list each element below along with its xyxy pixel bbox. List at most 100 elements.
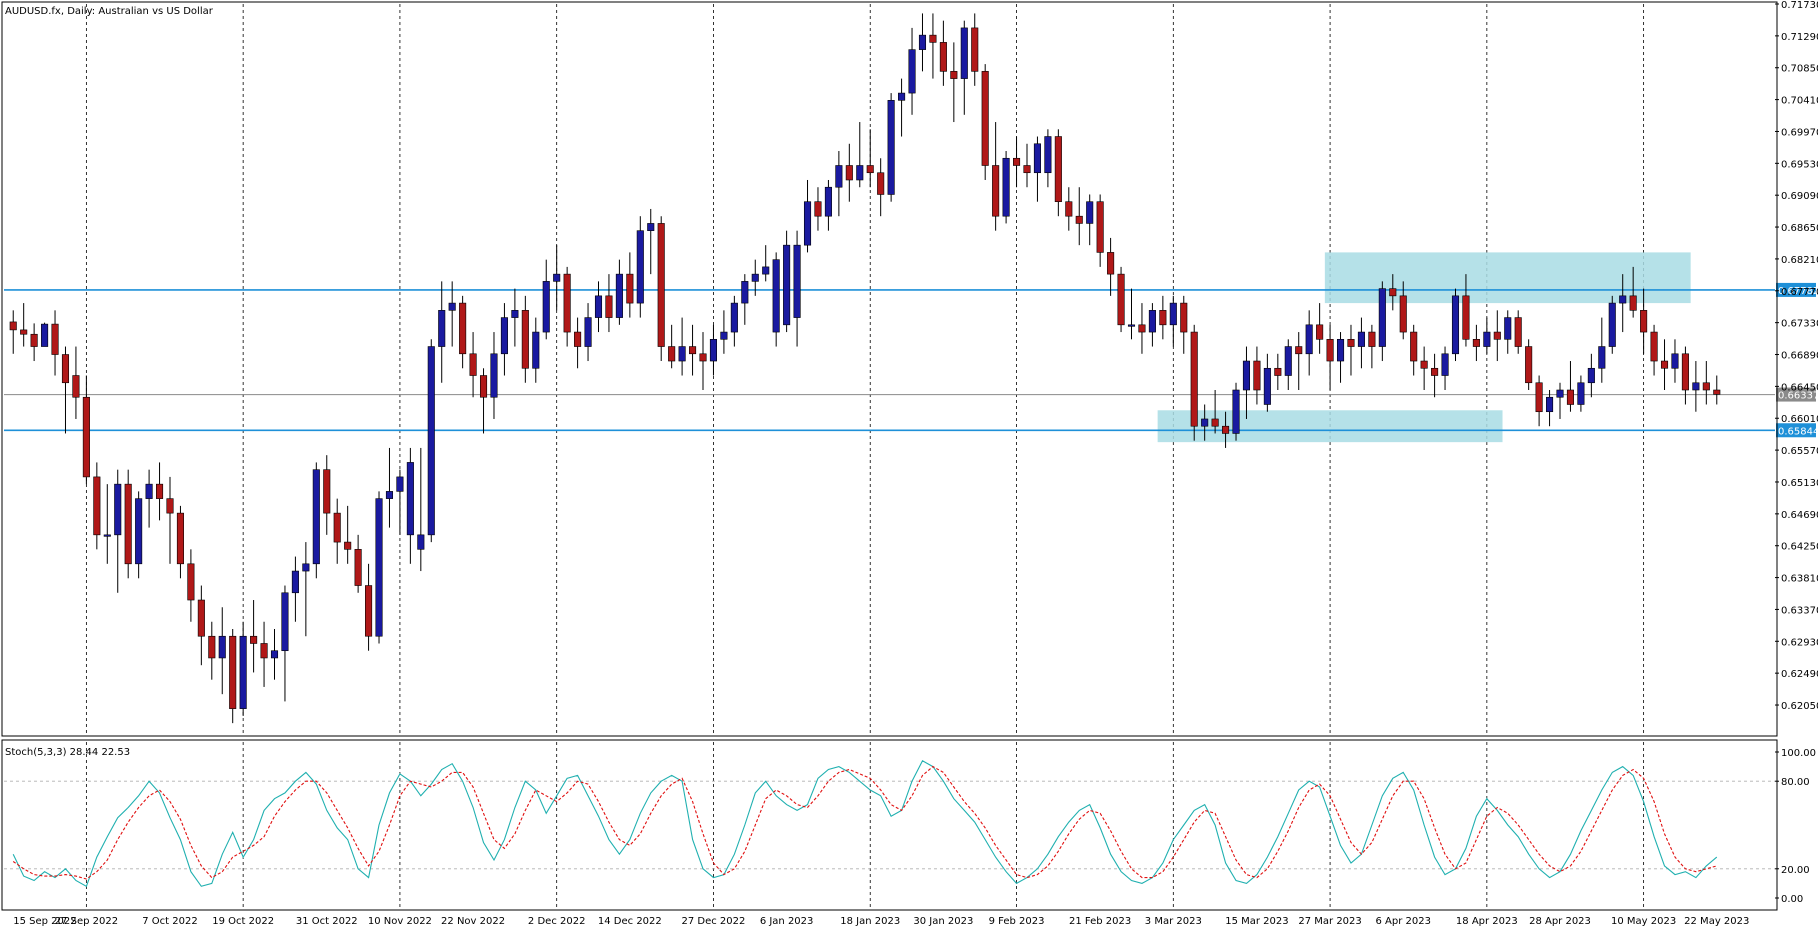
candle-body — [406, 462, 414, 536]
candle-body — [312, 469, 320, 565]
candle-body — [1389, 288, 1397, 297]
candle-body — [814, 201, 822, 217]
candle-body — [1483, 331, 1491, 347]
candle-body — [375, 498, 383, 637]
candle-body — [459, 302, 467, 355]
candle-body — [647, 223, 655, 231]
candle-body — [333, 512, 341, 543]
candle-body — [365, 585, 373, 637]
x-tick-label: 22 Nov 2022 — [441, 916, 505, 927]
candle-body — [803, 201, 812, 246]
candle-body — [135, 498, 143, 565]
x-tick-label: 10 Nov 2022 — [368, 916, 432, 927]
stoch-signal-line — [12, 765, 1717, 880]
candle-body — [521, 310, 529, 369]
x-tick-label: 18 Jan 2023 — [840, 916, 900, 927]
candle-body — [61, 354, 70, 384]
candle-body — [1671, 353, 1679, 369]
candle-body — [584, 317, 592, 347]
candle-body — [176, 512, 184, 565]
candle-body — [689, 346, 697, 355]
stochastic-oscillator: 100.00 80.00 20.00 0.00 — [4, 748, 1816, 905]
candle-body — [1577, 382, 1585, 405]
candle-body — [1357, 331, 1365, 347]
candle-body — [239, 635, 247, 709]
candle-body — [51, 323, 59, 355]
candle-body — [1326, 339, 1334, 362]
candle-body — [479, 375, 488, 398]
candle-body — [1159, 310, 1167, 326]
candle-body — [594, 295, 603, 318]
candle-body — [1608, 302, 1616, 347]
candle-body — [1253, 360, 1261, 391]
candle-body — [229, 635, 237, 709]
candle-body — [657, 223, 665, 347]
candle-body — [93, 476, 101, 536]
candle-body — [1305, 324, 1313, 355]
candle-body — [1211, 418, 1219, 427]
candle-body — [856, 165, 864, 181]
candle-body — [500, 317, 508, 355]
candle-body — [1535, 382, 1543, 413]
candle-body — [1232, 389, 1240, 434]
candle-body — [72, 375, 80, 398]
candle-body — [720, 331, 728, 340]
x-tick-label: 10 May 2023 — [1611, 916, 1676, 927]
candle-body — [511, 310, 519, 318]
candle-body — [30, 333, 38, 347]
y-tick-label: 0.62050 — [1781, 701, 1818, 712]
candle-body — [563, 273, 571, 333]
candle-body — [197, 599, 205, 637]
candle-body — [1023, 165, 1031, 174]
x-tick-label: 9 Feb 2023 — [989, 916, 1045, 927]
level-badge-label: 0.65844 — [1778, 426, 1818, 437]
candle-body — [1274, 367, 1282, 376]
candle-body — [114, 483, 122, 536]
candle-body — [1702, 382, 1710, 391]
candle-body — [1295, 346, 1303, 355]
candle-body — [323, 469, 331, 514]
stoch-tick-label: 100.00 — [1781, 748, 1816, 759]
candle-body — [208, 635, 216, 659]
level-badge-label: 0.66337 — [1778, 391, 1818, 402]
x-tick-label: 28 Apr 2023 — [1529, 916, 1591, 927]
candle-body — [1180, 302, 1188, 333]
candle-body — [1316, 324, 1324, 340]
horizontal-levels: 0.67782 0.65844 0.66337 — [4, 282, 1818, 438]
candle-body — [532, 331, 540, 369]
candle-body — [1619, 295, 1627, 304]
candle-body — [156, 483, 164, 499]
level-badge-label: 0.67782 — [1778, 286, 1818, 297]
candle-body — [1065, 201, 1073, 217]
candle-body — [574, 331, 582, 347]
candle-body — [1713, 389, 1721, 395]
candle-body — [250, 635, 258, 644]
candle-body — [1493, 331, 1501, 340]
candle-body — [950, 71, 958, 79]
candle-body — [1504, 317, 1512, 340]
candle-body — [1431, 367, 1439, 376]
candle-body — [553, 273, 561, 282]
candle-body — [992, 165, 1000, 217]
candle-body — [1514, 317, 1522, 347]
candle-body — [354, 549, 362, 586]
candle-body — [605, 295, 613, 318]
candle-body — [1399, 295, 1407, 333]
candle-body — [1525, 346, 1533, 384]
candle-body — [918, 34, 927, 50]
candle-body — [1692, 382, 1700, 391]
candle-body — [866, 165, 874, 174]
stoch-tick-label: 80.00 — [1781, 777, 1810, 788]
candle-body — [939, 42, 947, 72]
